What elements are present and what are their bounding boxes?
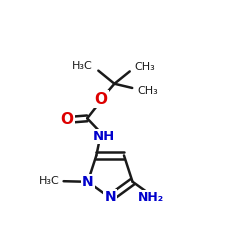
Text: CH₃: CH₃ [137, 86, 158, 96]
Text: N: N [82, 175, 94, 189]
Text: NH₂: NH₂ [138, 191, 164, 204]
Text: N: N [104, 190, 116, 204]
Text: O: O [60, 112, 74, 126]
Text: NH: NH [93, 130, 115, 143]
Text: CH₃: CH₃ [135, 62, 156, 72]
Text: H₃C: H₃C [72, 62, 93, 72]
Text: O: O [94, 92, 108, 106]
Text: H₃C: H₃C [39, 176, 60, 186]
